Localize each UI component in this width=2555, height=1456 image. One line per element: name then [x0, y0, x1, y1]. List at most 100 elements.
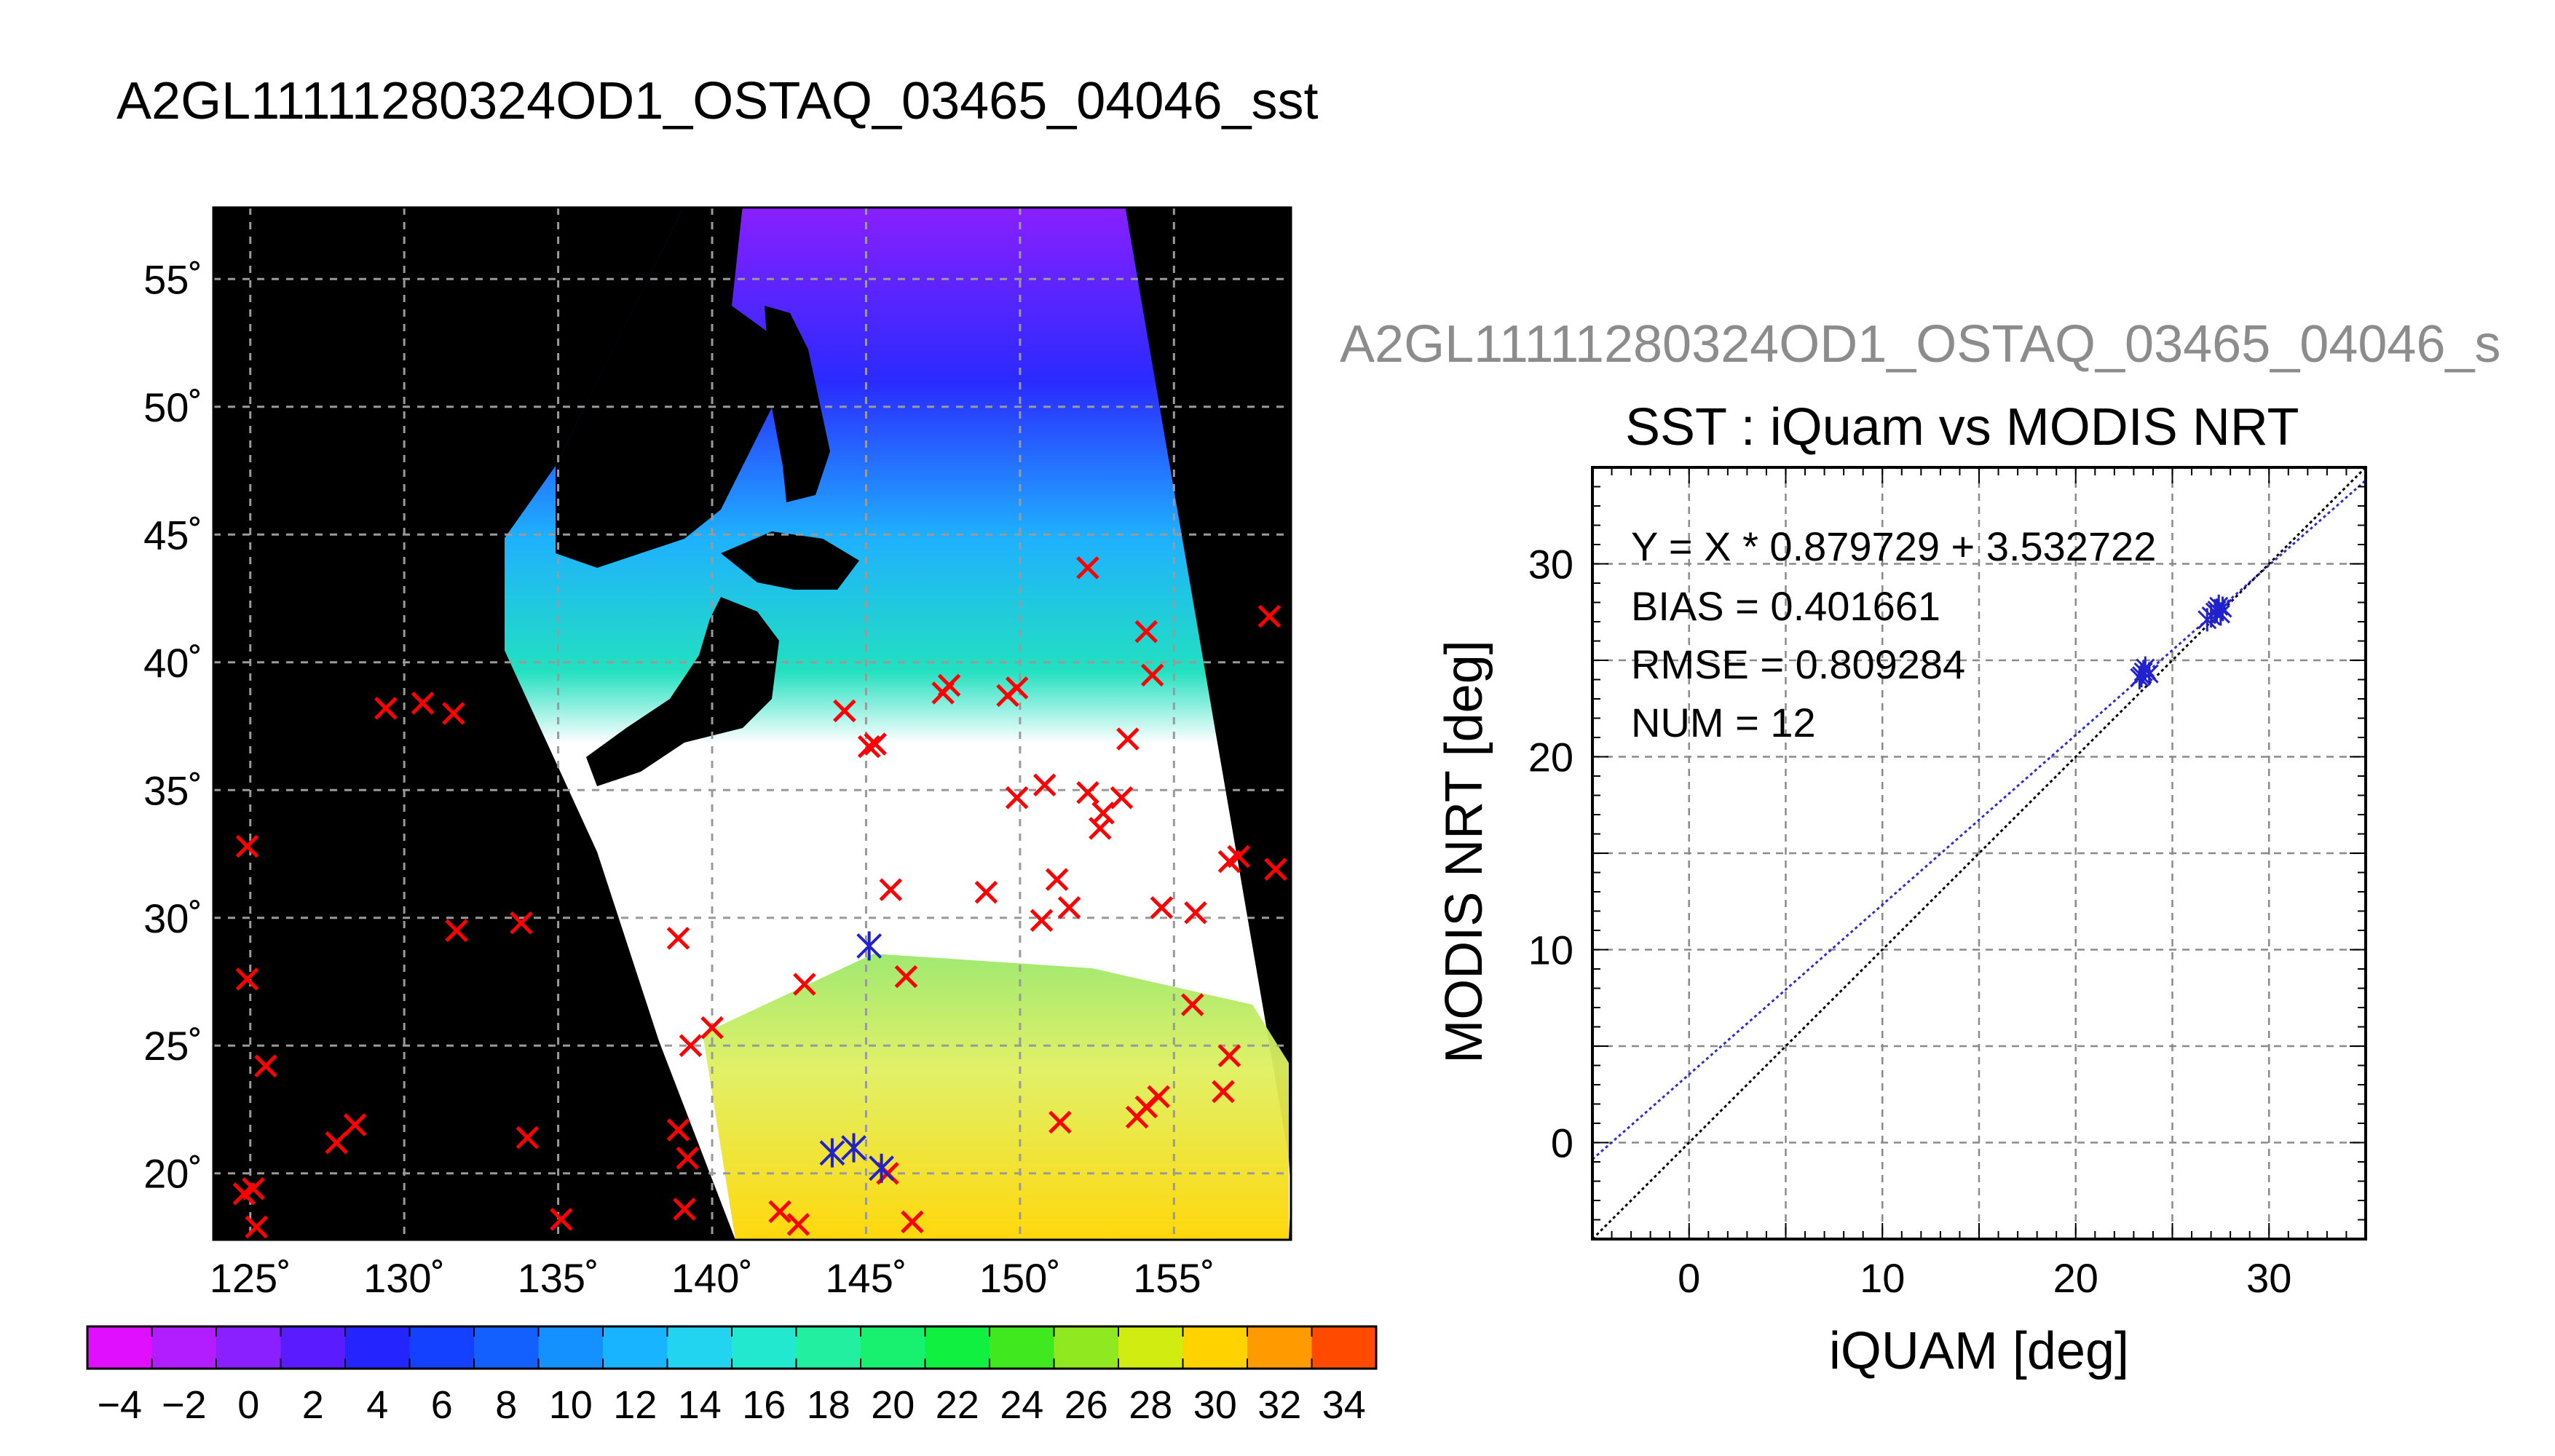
data-point — [2213, 596, 2232, 620]
matchup-marker — [841, 1133, 866, 1163]
buoy-marker — [857, 735, 881, 759]
buoy-marker — [666, 927, 690, 950]
fit-line — [1592, 467, 2366, 1239]
x-tick-label: 30 — [2246, 1255, 2291, 1301]
lat-tick-label: 50˚ — [143, 384, 202, 430]
lat-tick-label: 30˚ — [143, 895, 202, 941]
colorbar-tick-label: 0 — [237, 1383, 259, 1427]
buoy-marker — [679, 1034, 703, 1058]
colorbar-bin — [409, 1326, 475, 1369]
buoy-marker — [1076, 781, 1099, 804]
lat-tick-label: 55˚ — [143, 256, 202, 302]
land-asia — [556, 207, 772, 568]
colorbar-bin — [151, 1326, 217, 1369]
buoy-marker — [550, 1208, 573, 1231]
map-frame — [212, 206, 1292, 1241]
buoy-marker — [864, 732, 887, 756]
buoy-marker — [374, 697, 398, 720]
buoy-marker — [1217, 1044, 1241, 1068]
fit-line — [1592, 479, 2366, 1160]
buoy-marker — [516, 1125, 540, 1150]
buoy-marker — [1180, 993, 1204, 1016]
colorbar-bin — [216, 1326, 281, 1369]
colorbar-bin — [1247, 1326, 1312, 1369]
lon-tick-label: 135˚ — [518, 1255, 599, 1301]
lat-tick-label: 35˚ — [143, 767, 202, 813]
colorbar-tick-label: 6 — [431, 1383, 453, 1427]
swath-south — [703, 954, 1289, 1240]
colorbar-bin — [796, 1326, 861, 1369]
buoy-marker — [1147, 1085, 1170, 1109]
colorbar-tick-label: 18 — [807, 1383, 850, 1427]
buoy-marker — [235, 834, 259, 858]
data-point — [2131, 664, 2152, 688]
matchup-marker — [819, 1138, 845, 1168]
buoy-marker — [1134, 620, 1158, 644]
land-hokkaido — [721, 531, 859, 590]
colorbar-bin — [474, 1326, 539, 1369]
buoy-marker — [1257, 604, 1282, 628]
buoy-marker — [676, 1146, 699, 1170]
buoy-marker — [1110, 786, 1134, 810]
y-tick-label: 20 — [1528, 735, 1573, 780]
lon-tick-label: 150˚ — [979, 1255, 1061, 1301]
buoy-marker — [673, 1198, 696, 1221]
y-axis-label: MODIS NRT [deg] — [1435, 640, 1493, 1064]
lat-tick-label: 45˚ — [143, 512, 202, 558]
colorbar-bin — [861, 1326, 925, 1369]
colorbar-tick-label: 4 — [366, 1383, 388, 1427]
buoy-marker — [1057, 895, 1081, 919]
colorbar-bin — [87, 1326, 152, 1369]
rmse-stat: RMSE = 0.809284 — [1631, 641, 1965, 687]
buoy-marker — [1150, 895, 1174, 919]
colorbar-tick-label: 32 — [1257, 1383, 1301, 1427]
buoy-marker — [666, 1118, 690, 1142]
land-sakhalin — [765, 306, 830, 502]
buoy-marker — [445, 919, 468, 943]
buoy-marker — [1089, 817, 1112, 840]
colorbar-tick-label: 10 — [549, 1383, 593, 1427]
x-tick-label: 20 — [2053, 1255, 2098, 1301]
buoy-marker — [786, 1213, 810, 1236]
y-tick-label: 0 — [1551, 1120, 1573, 1166]
colorbar-bin — [1118, 1326, 1183, 1369]
colorbar-bin — [732, 1326, 797, 1369]
buoy-marker — [1212, 1080, 1235, 1104]
colorbar-tick-label: −4 — [97, 1383, 142, 1427]
buoy-marker — [1184, 901, 1207, 925]
colorbar-tick-label: 24 — [1000, 1383, 1043, 1427]
buoy-marker — [1032, 773, 1057, 797]
colorbar-bin — [1311, 1326, 1377, 1369]
matchup-marker — [869, 1153, 895, 1183]
buoy-marker — [1030, 909, 1054, 933]
colorbar-tick-label: −2 — [162, 1383, 207, 1427]
buoy-marker — [833, 699, 856, 723]
colorbar-bin — [667, 1326, 732, 1369]
lat-tick-label: 40˚ — [143, 640, 202, 686]
buoy-marker — [254, 1054, 277, 1078]
count-stat: NUM = 12 — [1631, 700, 1816, 745]
buoy-marker — [1005, 676, 1029, 700]
data-point — [2209, 594, 2229, 618]
lon-tick-label: 130˚ — [363, 1255, 445, 1301]
buoy-marker — [901, 1210, 924, 1234]
colorbar-bin — [603, 1326, 668, 1369]
y-tick-label: 30 — [1528, 542, 1573, 587]
colorbar-bin — [1182, 1326, 1248, 1369]
scatter-title: SST : iQuam vs MODIS NRT — [1625, 398, 2299, 456]
lon-tick-label: 145˚ — [825, 1255, 907, 1301]
colorbar-bin — [345, 1326, 410, 1369]
buoy-marker — [235, 968, 259, 991]
buoy-marker — [1140, 663, 1164, 687]
buoy-marker — [1049, 1110, 1072, 1134]
lon-tick-label: 155˚ — [1133, 1255, 1215, 1301]
colorbar-tick-label: 2 — [302, 1383, 324, 1427]
buoy-marker — [1227, 844, 1250, 869]
buoy-marker — [325, 1131, 348, 1155]
colorbar-bin — [990, 1326, 1054, 1369]
buoy-marker — [1045, 868, 1069, 891]
colorbar-tick-label: 8 — [495, 1383, 517, 1427]
